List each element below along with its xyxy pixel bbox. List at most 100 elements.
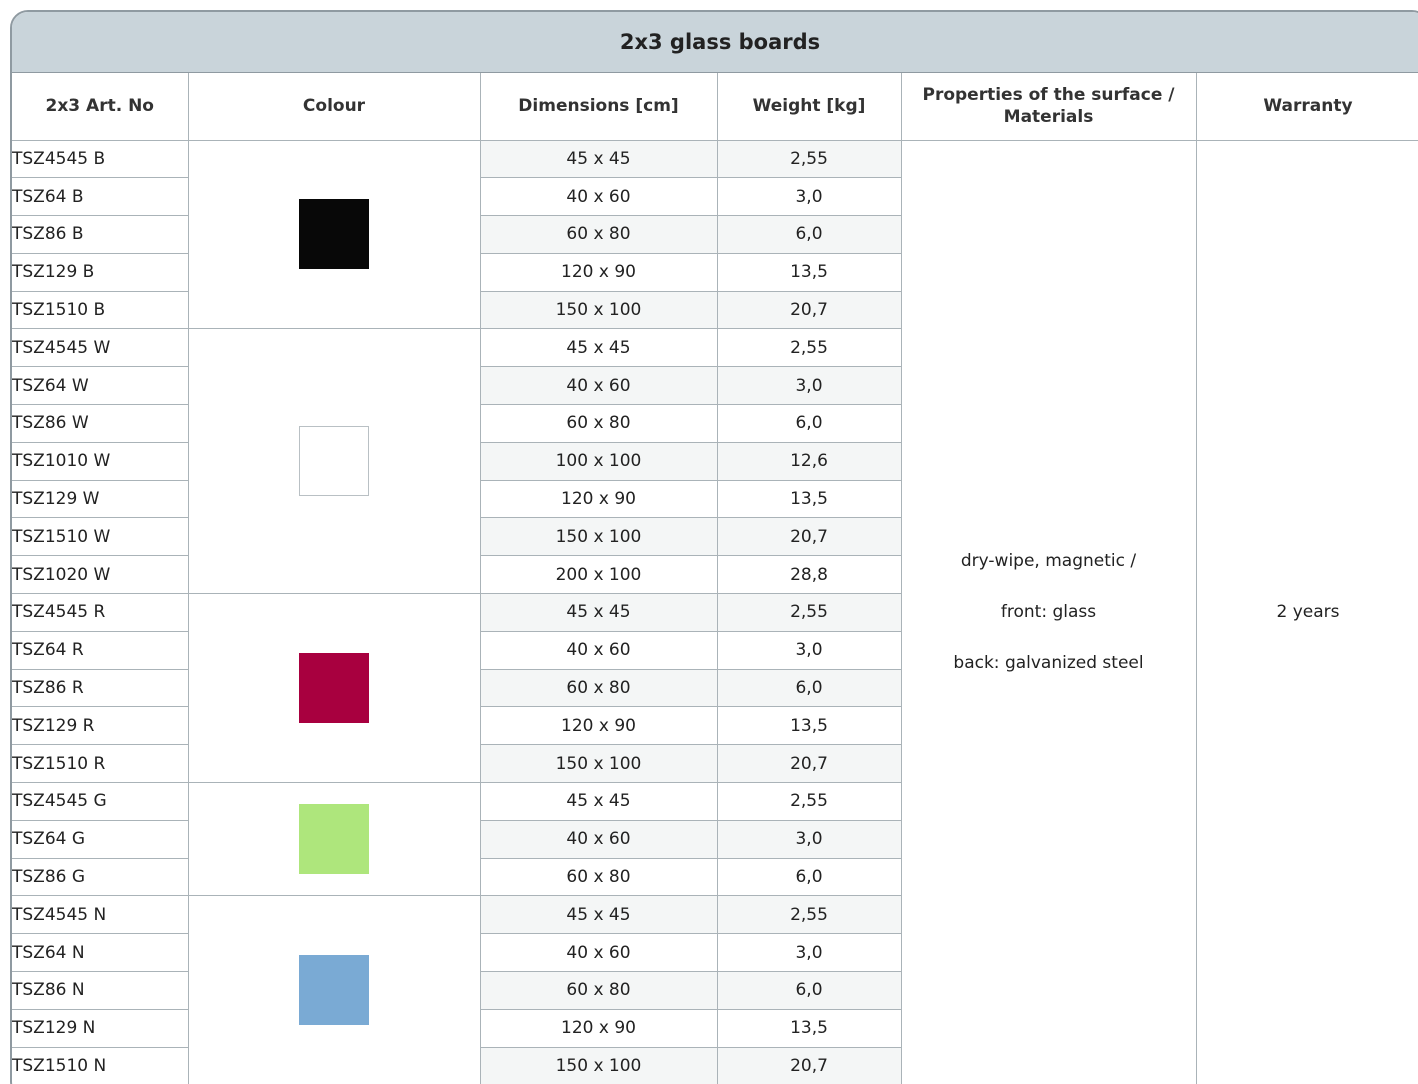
table-row: TSZ129 W 120 x 90 13,5 [12,480,1418,519]
table-row: TSZ1510 W 150 x 100 20,7 [12,517,1418,557]
table-row: TSZ1510 R 150 x 100 20,7 [12,744,1418,784]
weight-cell: 20,7 [717,1047,902,1084]
properties-line: front: glass [1000,601,1097,622]
weight-cell: 3,0 [717,366,902,406]
art-no-cell: TSZ1010 W [12,442,189,481]
table-row: TSZ86 G 60 x 80 6,0 [12,858,1418,897]
weight-cell: 13,5 [717,706,902,746]
weight-cell: 3,0 [717,820,902,859]
dimensions-cell: 40 x 60 [480,631,718,670]
weight-cell: 20,7 [717,291,902,330]
colour-swatch [299,199,369,270]
dimensions-cell: 120 x 90 [480,480,718,519]
colour-cell [188,328,481,595]
colour-cell [188,140,481,330]
product-table: 2x3 Art. No Colour Dimensions [cm] Weigh… [12,73,1418,1084]
table-row: TSZ86 R 60 x 80 6,0 [12,669,1418,708]
properties-cell: dry-wipe, magnetic / front: glass back: ga… [901,140,1197,1084]
table-row: TSZ4545 N 45 x 45 2,55 [12,895,1418,1084]
weight-cell: 28,8 [717,555,902,595]
weight-cell: 2,55 [717,782,902,821]
dimensions-cell: 200 x 100 [480,555,718,595]
table-row: TSZ129 N 120 x 90 13,5 [12,1009,1418,1048]
weight-cell: 3,0 [717,933,902,973]
properties-line: back: galvanized steel [953,652,1144,673]
weight-cell: 2,55 [717,593,902,632]
colour-swatch [299,955,369,1026]
dimensions-cell: 45 x 45 [480,895,718,935]
weight-cell: 6,0 [717,858,902,897]
art-no-cell: TSZ86 G [12,858,189,897]
table-row: TSZ4545 R 45 x 45 2,55 [12,593,1418,784]
dimensions-cell: 150 x 100 [480,291,718,330]
dimensions-cell: 45 x 45 [480,593,718,632]
art-no-cell: TSZ4545 R [12,593,189,632]
art-no-cell: TSZ64 B [12,177,189,217]
weight-cell: 13,5 [717,480,902,519]
art-no-cell: TSZ129 B [12,253,189,292]
art-no-cell: TSZ129 R [12,706,189,746]
table-row: TSZ64 W 40 x 60 3,0 [12,366,1418,406]
dimensions-cell: 120 x 90 [480,1009,718,1048]
table-title: 2x3 glass boards [12,12,1418,73]
art-no-cell: TSZ64 G [12,820,189,859]
dimensions-cell: 60 x 80 [480,971,718,1010]
weight-cell: 20,7 [717,744,902,784]
table-row: TSZ1510 N 150 x 100 20,7 [12,1047,1418,1084]
dimensions-cell: 45 x 45 [480,328,718,368]
header-properties: Properties of the surface / Materials [901,73,1197,141]
dimensions-cell: 120 x 90 [480,253,718,292]
dimensions-cell: 40 x 60 [480,177,718,217]
weight-cell: 6,0 [717,669,902,708]
dimensions-cell: 40 x 60 [480,933,718,973]
table-row: TSZ4545 G 45 x 45 2,55 [12,782,1418,897]
dimensions-cell: 60 x 80 [480,404,718,443]
art-no-cell: TSZ1510 B [12,291,189,330]
art-no-cell: TSZ64 W [12,366,189,406]
properties-line: dry-wipe, magnetic / [960,550,1137,571]
dimensions-cell: 100 x 100 [480,442,718,481]
header-dimensions: Dimensions [cm] [480,73,718,141]
weight-cell: 13,5 [717,1009,902,1048]
weight-cell: 6,0 [717,404,902,443]
art-no-cell: TSZ64 R [12,631,189,670]
weight-cell: 13,5 [717,253,902,292]
dimensions-cell: 40 x 60 [480,366,718,406]
dimensions-cell: 45 x 45 [480,782,718,821]
header-art-no: 2x3 Art. No [12,73,189,141]
header-weight: Weight [kg] [717,73,902,141]
dimensions-cell: 60 x 80 [480,858,718,897]
table-row: TSZ1010 W 100 x 100 12,6 [12,442,1418,481]
art-no-cell: TSZ86 W [12,404,189,443]
art-no-cell: TSZ4545 B [12,140,189,179]
dimensions-cell: 60 x 80 [480,215,718,254]
art-no-cell: TSZ4545 G [12,782,189,821]
table-row: TSZ64 B 40 x 60 3,0 [12,177,1418,217]
table-row: TSZ64 N 40 x 60 3,0 [12,933,1418,973]
table-row: TSZ64 G 40 x 60 3,0 [12,820,1418,859]
warranty-cell: 2 years [1196,140,1418,1084]
dimensions-cell: 150 x 100 [480,744,718,784]
weight-cell: 2,55 [717,140,902,179]
art-no-cell: TSZ86 B [12,215,189,254]
dimensions-cell: 45 x 45 [480,140,718,179]
art-no-cell: TSZ64 N [12,933,189,973]
header-colour: Colour [188,73,481,141]
table-row: TSZ1510 B 150 x 100 20,7 [12,291,1418,330]
dimensions-cell: 120 x 90 [480,706,718,746]
colour-cell [188,593,481,784]
table-row: TSZ86 W 60 x 80 6,0 [12,404,1418,443]
weight-cell: 6,0 [717,215,902,254]
art-no-cell: TSZ1510 W [12,517,189,557]
art-no-cell: TSZ4545 W [12,328,189,368]
colour-swatch [299,804,369,875]
colour-swatch [299,653,369,724]
weight-cell: 6,0 [717,971,902,1010]
weight-cell: 3,0 [717,631,902,670]
art-no-cell: TSZ1510 R [12,744,189,784]
weight-cell: 3,0 [717,177,902,217]
colour-cell [188,782,481,897]
art-no-cell: TSZ4545 N [12,895,189,935]
colour-cell [188,895,481,1084]
weight-cell: 20,7 [717,517,902,557]
